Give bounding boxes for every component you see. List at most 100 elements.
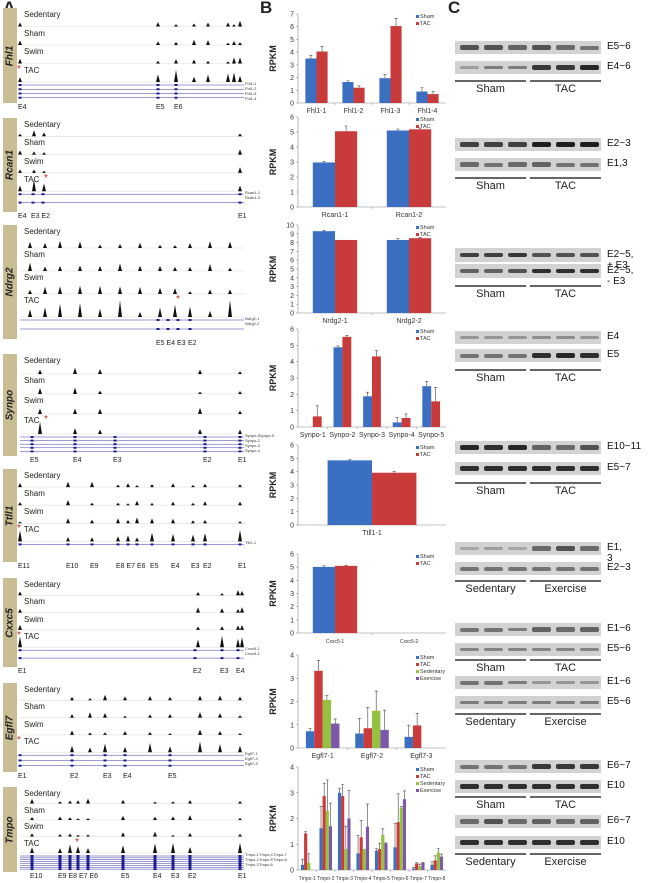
error-bar	[336, 345, 340, 348]
gel-band	[580, 647, 599, 652]
coverage-peak	[76, 818, 80, 820]
x-tick-label: Tmpo-5	[373, 876, 390, 882]
coverage-peak	[18, 40, 22, 45]
exon-block	[188, 856, 192, 859]
exon-label: E3	[103, 773, 112, 780]
y-tick-label: 0	[290, 746, 294, 753]
coverage-peak	[150, 484, 154, 488]
coverage-peak	[240, 607, 244, 613]
bar-tac	[359, 837, 363, 870]
gel-band	[484, 353, 503, 358]
exon-block	[30, 439, 34, 442]
bar-exercise	[384, 843, 388, 870]
exon-label: E5	[168, 773, 177, 780]
y-tick-label: 5	[290, 456, 294, 463]
legend-label: Sham	[420, 14, 435, 20]
coverage-peak	[78, 285, 82, 294]
gel-band	[508, 162, 527, 167]
bar-sham	[327, 460, 372, 525]
coverage-peak	[238, 185, 242, 192]
gel-band	[556, 268, 575, 274]
gel-band	[484, 142, 503, 147]
coverage-peak	[228, 241, 232, 248]
exon-block	[220, 657, 224, 660]
track-label-tac: TAC	[24, 525, 40, 535]
gel-band	[484, 335, 503, 340]
bar-sedentary	[325, 810, 329, 870]
exon-block	[113, 439, 117, 442]
coverage-peak	[121, 832, 125, 837]
coverage-peak	[171, 801, 175, 804]
coverage-peak	[156, 41, 160, 45]
exon-label: E3	[113, 457, 122, 464]
coverage-peak	[86, 848, 90, 853]
y-tick-label: 1	[290, 88, 294, 95]
exon-block	[121, 864, 125, 867]
coverage-peak	[78, 241, 82, 248]
coverage-peak	[38, 369, 42, 374]
gel-band	[532, 764, 551, 769]
error-bar	[344, 564, 348, 566]
coverage-peak	[192, 76, 196, 82]
error-bar	[348, 459, 352, 461]
coverage-peak	[153, 843, 157, 853]
coverage-peak	[226, 61, 230, 64]
error-bar	[378, 842, 382, 849]
gel-band	[580, 353, 599, 358]
coverage-peak	[168, 714, 172, 718]
error-bar	[322, 161, 326, 163]
exon-block	[30, 858, 34, 861]
coverage-peak	[78, 265, 82, 271]
exon-block	[238, 862, 242, 865]
coverage-peak	[43, 307, 47, 317]
y-tick-label: 1	[290, 509, 294, 516]
group-label: Sham	[476, 180, 505, 192]
error-bar	[415, 862, 419, 864]
coverage-peak	[76, 834, 80, 837]
panel-label-b: B	[260, 0, 273, 17]
exon-block	[18, 543, 22, 546]
transcript-label: Tmpo-7	[273, 852, 287, 857]
gel-band	[484, 627, 503, 632]
group-underline	[455, 713, 526, 715]
bar-sham	[393, 847, 397, 870]
exon-label: E2	[70, 773, 79, 780]
exon-label: E5	[30, 457, 39, 464]
track-label-sedentary: Sedentary	[24, 227, 61, 236]
exon-block	[203, 439, 207, 442]
exon-block	[156, 84, 160, 86]
exon-label: E2	[203, 457, 212, 464]
legend-label: TAC	[420, 124, 431, 130]
bar-tac	[322, 796, 326, 870]
exon-block	[238, 193, 242, 196]
coverage-peak	[42, 132, 46, 137]
error-bar	[322, 229, 326, 232]
exon-block	[203, 450, 207, 453]
coverage-peak	[226, 73, 230, 82]
exon-block	[191, 543, 195, 546]
gel-lane-row	[455, 760, 601, 773]
bar-sham	[392, 422, 402, 427]
y-tick-label: 0	[290, 101, 294, 108]
error-bar	[392, 471, 396, 473]
error-bar	[333, 718, 337, 724]
gel-band	[532, 65, 551, 70]
legend-label: TAC	[420, 452, 431, 458]
error-bar	[415, 713, 419, 726]
gel-band	[556, 252, 575, 258]
x-tick-label: Fhl1-2	[344, 108, 364, 115]
x-tick-label: Rcan1-2	[396, 212, 423, 219]
bar-chart-0: 0 1 2 3 4 5 6 7 RPKM Fhl1-1 Fhl1-2 Fhl1-3 Fhl1-4 Sham…	[268, 12, 446, 115]
exon-block	[203, 436, 207, 438]
coverage-peak	[238, 133, 242, 137]
track-label-tac: TAC	[24, 65, 40, 75]
gene-block-ttll1: Ttll1 Sedentary Sham Swim TAC Ttll1-1 E11 E10 E9…	[0, 469, 256, 572]
transcript-label: Tmpo-6	[259, 862, 273, 867]
gel-lane-row	[455, 696, 601, 709]
track-label-sham: Sham	[24, 376, 45, 385]
coverage-peak	[70, 714, 74, 718]
error-bar	[433, 855, 437, 861]
group-underline	[530, 369, 601, 371]
y-tick-label: 6	[290, 24, 294, 31]
